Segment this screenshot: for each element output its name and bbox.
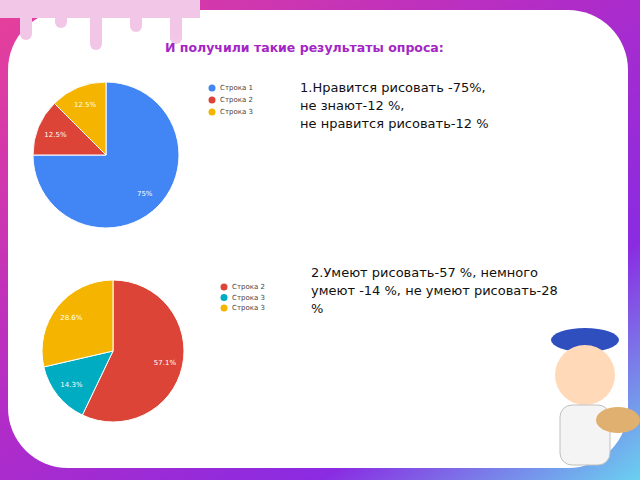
legend-swatch [221,294,228,301]
painter-figure [551,328,640,465]
annotation: 2.Умеют рисовать-57 %, немного умеют -14 … [311,265,558,316]
annotation-line: % [311,301,323,316]
drip [170,0,182,44]
legend-label: Строка 3 [232,304,265,312]
drip [55,0,67,28]
data-label: 75% [137,190,153,198]
data-label: 28.6% [60,314,83,322]
data-labels: 57.1% 14.3% 28.6% [60,314,176,388]
face [555,345,615,405]
legend-swatch [209,85,216,92]
data-labels: 75% 12.5% 12.5% [44,101,153,198]
annotation-line: умеют -14 %, не умеют рисовать-28 [311,283,558,298]
background [0,0,640,480]
pie-chart: 75% 12.5% 12.5% Строка 1 Строка 2 Строка 3 [33,82,253,228]
slice [54,82,106,155]
legend-label: Строка 3 [232,294,265,302]
slices [42,280,184,422]
legend-swatch [221,284,228,291]
legend-label: Строка 1 [220,84,253,92]
slices [33,82,179,228]
data-label: 57.1% [154,359,177,367]
annotation-line: 2.Умеют рисовать-57 %, немного [311,265,538,280]
annotation-line: не знают-12 %, [300,98,404,113]
pie-chart: 57.1% 14.3% 28.6% Строка 2 Строка 3 Строка 3 [42,280,265,422]
slice [42,280,113,367]
drip [130,0,142,32]
drip [20,0,32,40]
annotation-line: не нравится рисовать-12 % [300,116,489,131]
annotation-line: 1.Нравится рисовать -75%, [300,80,486,95]
white-panel [8,10,628,468]
slice [33,82,179,228]
legend-swatch [221,305,228,312]
data-label: 12.5% [44,130,67,138]
legend-label: Строка 2 [232,283,265,291]
legend: Строка 1 Строка 2 Строка 3 [209,84,253,116]
drip [90,0,102,50]
palette [596,407,640,433]
title: И получили такие результаты опроса: [165,40,444,55]
legend-label: Строка 2 [220,96,253,104]
annotation: 1.Нравится рисовать -75%, не знают-12 %, н… [300,80,489,131]
legend-label: Строка 3 [220,108,253,116]
data-label: 14.3% [60,381,83,389]
legend: Строка 2 Строка 3 Строка 3 [221,283,265,312]
slide: И получили такие результаты опроса: 75% 12… [0,0,640,480]
legend-swatch [209,97,216,104]
data-label: 12.5% [74,101,97,109]
legend-swatch [209,109,216,116]
